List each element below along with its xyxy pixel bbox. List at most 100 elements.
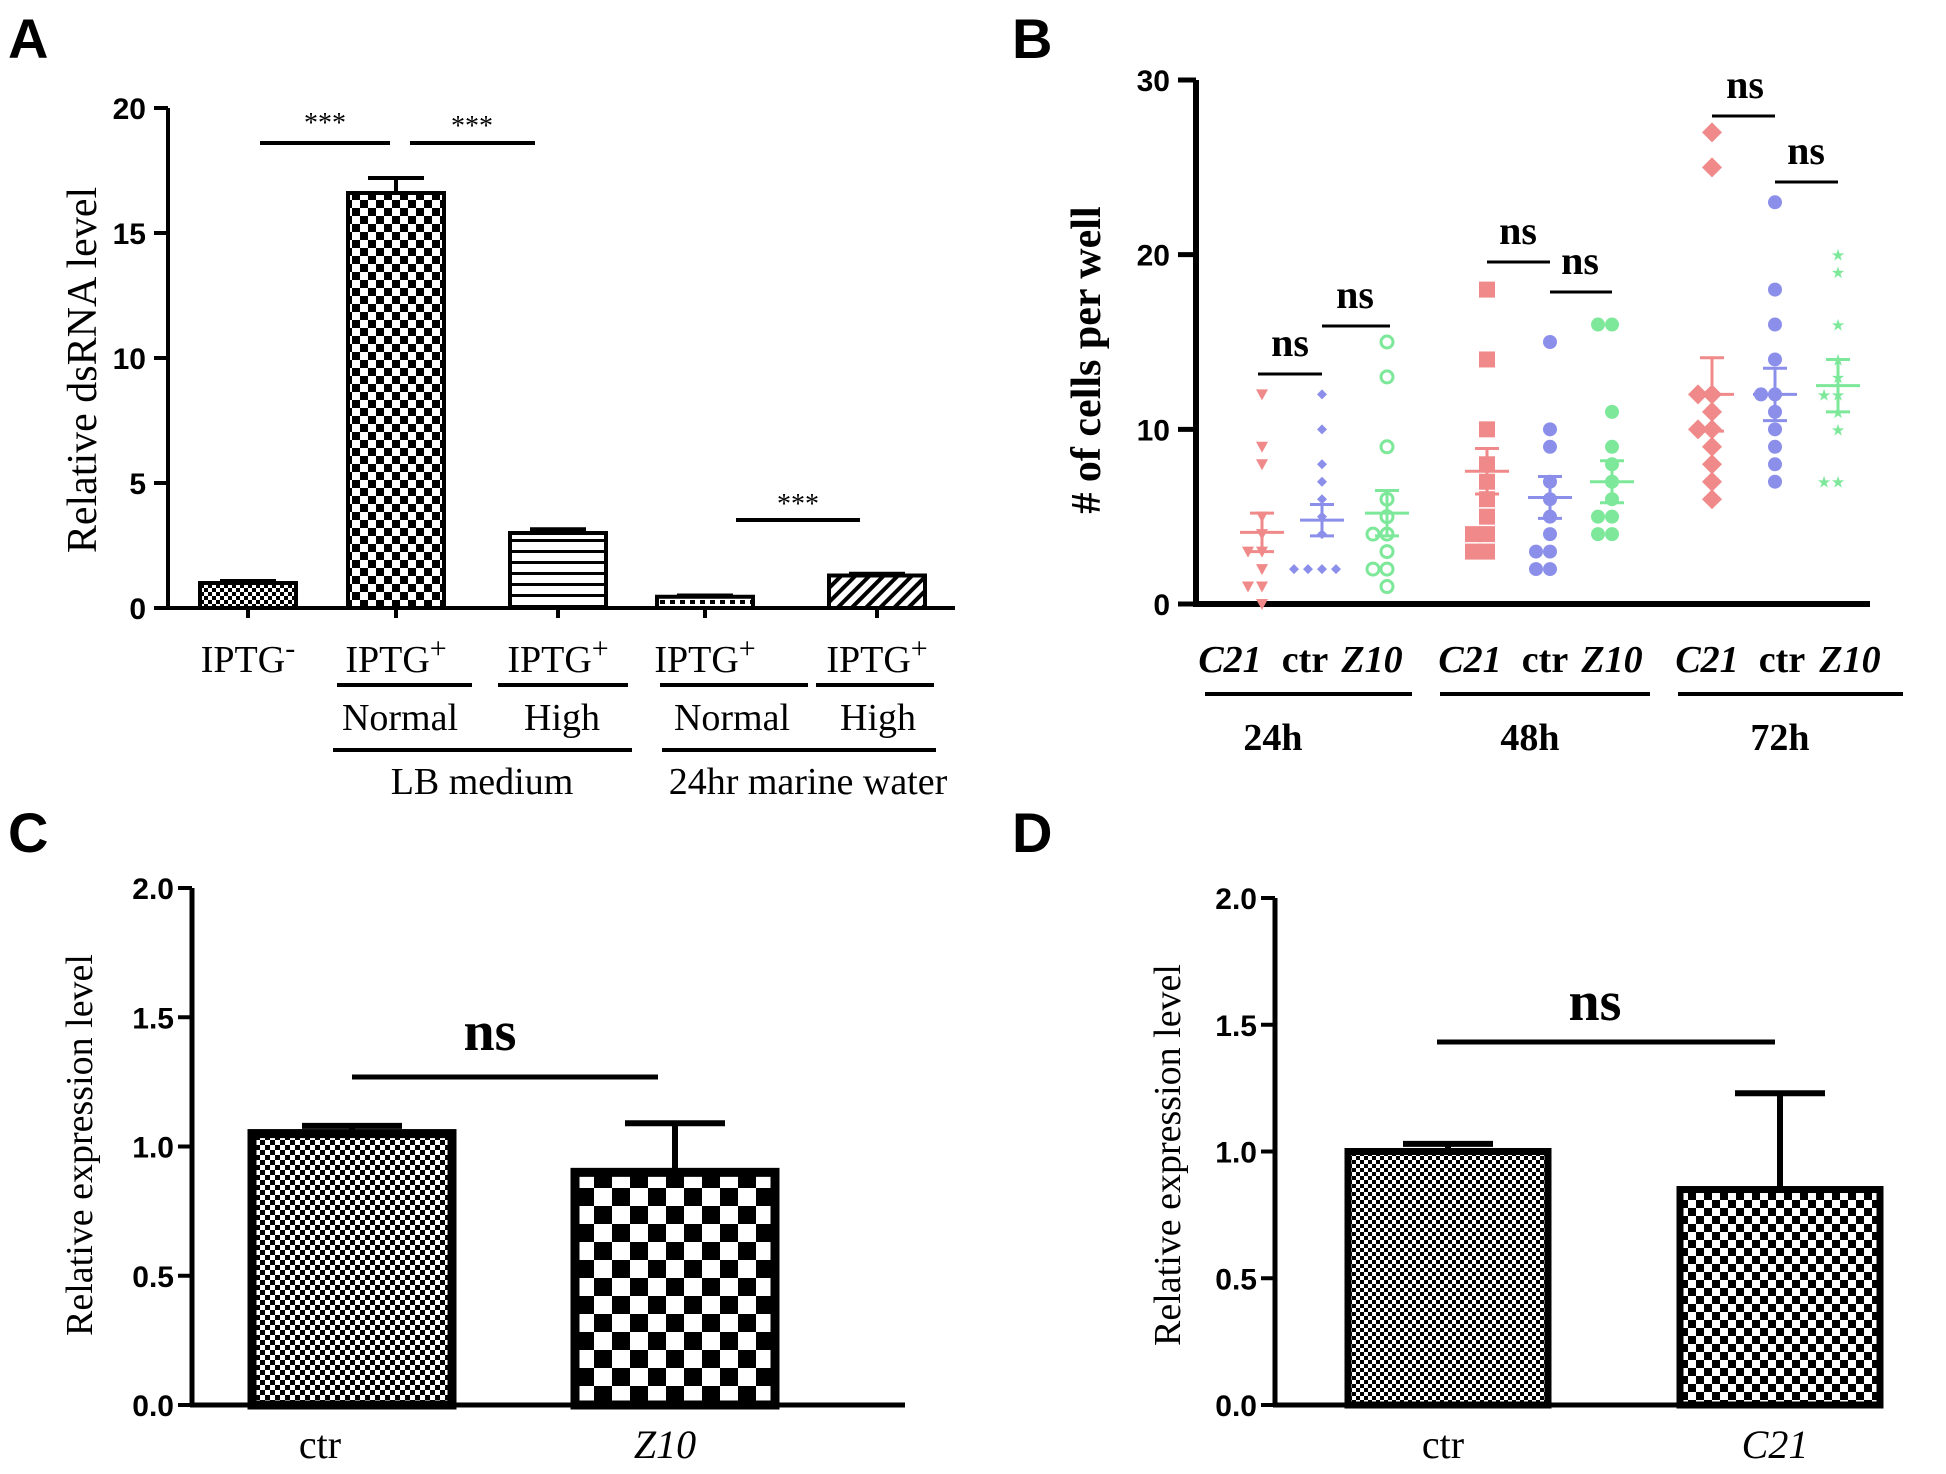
panel-a-y-tick-label: 5 bbox=[129, 468, 146, 501]
panel-c-significance: ns bbox=[464, 1001, 517, 1063]
panel-b-condition-label: C21 bbox=[1198, 639, 1261, 681]
panel-b-data-point bbox=[1543, 527, 1557, 542]
panel-letter-b: B bbox=[1012, 7, 1052, 70]
panel-b-data-point bbox=[1317, 459, 1327, 470]
panel-b-data-point bbox=[1605, 317, 1619, 332]
panel-c-y-tick-label: 0.5 bbox=[132, 1261, 174, 1294]
panel-b-data-point: ★ bbox=[1831, 473, 1845, 492]
panel-b-data-point bbox=[1768, 474, 1782, 489]
panel-b-data-point bbox=[1702, 122, 1722, 143]
panel-b-data-point bbox=[1479, 526, 1495, 543]
panel-b-significance-label: ns bbox=[1787, 128, 1825, 173]
panel-b-data-point bbox=[1465, 543, 1481, 560]
panel-a-bar-label: IPTG+ bbox=[507, 632, 608, 681]
panel-b-data-point bbox=[1702, 489, 1722, 510]
panel-b-significance-label: ns bbox=[1561, 238, 1599, 283]
panel-b-data-point bbox=[1365, 526, 1381, 542]
panel-b-data-point bbox=[1379, 369, 1395, 385]
panel-b-data-point bbox=[1256, 441, 1268, 453]
panel-b-data-point bbox=[1479, 421, 1495, 438]
panel-b-data-point bbox=[1591, 527, 1605, 542]
panel-b-data-point bbox=[1543, 439, 1557, 454]
panel-b-data-point bbox=[1317, 424, 1327, 435]
panel-b-data-point bbox=[1605, 527, 1619, 542]
panel-b-data-point bbox=[1768, 282, 1782, 297]
panel-a-y-tick-label: 10 bbox=[113, 343, 146, 376]
panel-b-ylabel: # of cells per well bbox=[1064, 206, 1110, 513]
panel-b-data-point bbox=[1317, 494, 1327, 505]
panel-b-condition-label: Z10 bbox=[1818, 639, 1880, 681]
panel-a-subgroup-label: Normal bbox=[674, 697, 790, 739]
panel-c-y-tick-label: 1.5 bbox=[132, 1002, 174, 1035]
panel-a-bar-label: IPTG+ bbox=[654, 632, 755, 681]
panel-b-data-point bbox=[1289, 564, 1299, 575]
panel-b-data-point bbox=[1256, 581, 1268, 593]
panel-a-subgroup-label: Normal bbox=[342, 697, 458, 739]
panel-b-data-point bbox=[1605, 404, 1619, 419]
panel-c-bar bbox=[247, 1129, 457, 1410]
panel-a-bar-label-sup: + bbox=[911, 632, 928, 665]
panel-b-data-point bbox=[1256, 599, 1268, 610]
panel-a-bar bbox=[827, 573, 927, 610]
panel-b-condition-label: ctr bbox=[1759, 639, 1806, 681]
panel-b-condition-label: C21 bbox=[1438, 639, 1501, 681]
panel-b-y-tick-label: 10 bbox=[1137, 414, 1170, 447]
panel-b-y-tick-label: 30 bbox=[1137, 65, 1170, 98]
panel-b-data-point bbox=[1529, 562, 1543, 577]
panel-a-bar-label: IPTG+ bbox=[826, 632, 927, 681]
panel-d-y-tick-label: 1.5 bbox=[1215, 1010, 1257, 1043]
panel-a-bar-label: IPTG- bbox=[201, 632, 295, 681]
panel-b-data-point bbox=[1379, 334, 1395, 350]
panel-c-y-tick-label: 1.0 bbox=[132, 1132, 174, 1165]
panel-b-data-point bbox=[1465, 526, 1481, 543]
panel-b-data-point bbox=[1605, 439, 1619, 454]
panel-b-condition-label: Z10 bbox=[1340, 639, 1402, 681]
panel-b-data-point bbox=[1256, 459, 1268, 471]
panel-a-bar bbox=[655, 594, 755, 610]
panel-b-data-point bbox=[1317, 564, 1327, 575]
panel-c-y-tick-label: 2.0 bbox=[132, 873, 174, 906]
panel-b-significance-label: ns bbox=[1271, 320, 1309, 365]
panel-b-data-point bbox=[1479, 281, 1495, 298]
panel-b-data-point bbox=[1768, 195, 1782, 210]
panel-d-significance: ns bbox=[1569, 971, 1622, 1033]
panel-a-bar-label-sup: - bbox=[285, 632, 295, 665]
panel-b-y-tick-label: 20 bbox=[1137, 240, 1170, 273]
panel-b-condition-label: ctr bbox=[1522, 639, 1569, 681]
panel-b-data-point bbox=[1365, 561, 1381, 577]
panel-b-time-label: 48h bbox=[1500, 717, 1559, 759]
panel-b-data-point bbox=[1479, 351, 1495, 368]
panel-c-y-tick-label: 0.0 bbox=[132, 1390, 174, 1423]
panel-a-significance-stars: *** bbox=[451, 111, 493, 142]
panel-a-ylabel: Relative dsRNA level bbox=[60, 187, 106, 553]
panel-c-category-ctr: ctr bbox=[299, 1422, 341, 1467]
panel-b-condition-label: C21 bbox=[1675, 639, 1738, 681]
panel-a-bar bbox=[346, 191, 446, 610]
panel-letter-c: C bbox=[8, 801, 48, 864]
panel-b-data-point bbox=[1479, 543, 1495, 560]
panel-d-category-c21: C21 bbox=[1742, 1422, 1809, 1467]
panel-b-data-point bbox=[1702, 436, 1722, 457]
panel-b-data-point bbox=[1317, 476, 1327, 487]
panel-b-data-point bbox=[1379, 544, 1395, 560]
panel-b-data-point: ★ bbox=[1831, 316, 1845, 335]
panel-a-bar-label-sup: + bbox=[430, 632, 447, 665]
panel-a-group-label: LB medium bbox=[391, 761, 574, 803]
panel-b-data-point bbox=[1303, 564, 1313, 575]
panel-letter-d: D bbox=[1012, 801, 1052, 864]
panel-b-data-point bbox=[1543, 335, 1557, 349]
panel-b-data-point bbox=[1688, 419, 1708, 440]
panel-b-condition-label: Z10 bbox=[1580, 639, 1642, 681]
panel-d-category-ctr: ctr bbox=[1422, 1422, 1464, 1467]
panel-a-significance-stars: *** bbox=[304, 108, 346, 139]
panel-b-data-point bbox=[1331, 564, 1341, 575]
panel-b-data-point: ★ bbox=[1817, 385, 1831, 404]
panel-b-data-point: ★ bbox=[1817, 473, 1831, 492]
panel-b-data-point bbox=[1479, 508, 1495, 525]
panel-a-y-tick-label: 0 bbox=[129, 593, 146, 626]
panel-a-y-tick-label: 20 bbox=[113, 93, 146, 126]
panel-a-significance-stars: *** bbox=[777, 489, 819, 520]
panel-b-data-point bbox=[1256, 389, 1268, 401]
panel-b-significance-label: ns bbox=[1726, 62, 1764, 107]
panel-b-data-point bbox=[1379, 439, 1395, 455]
